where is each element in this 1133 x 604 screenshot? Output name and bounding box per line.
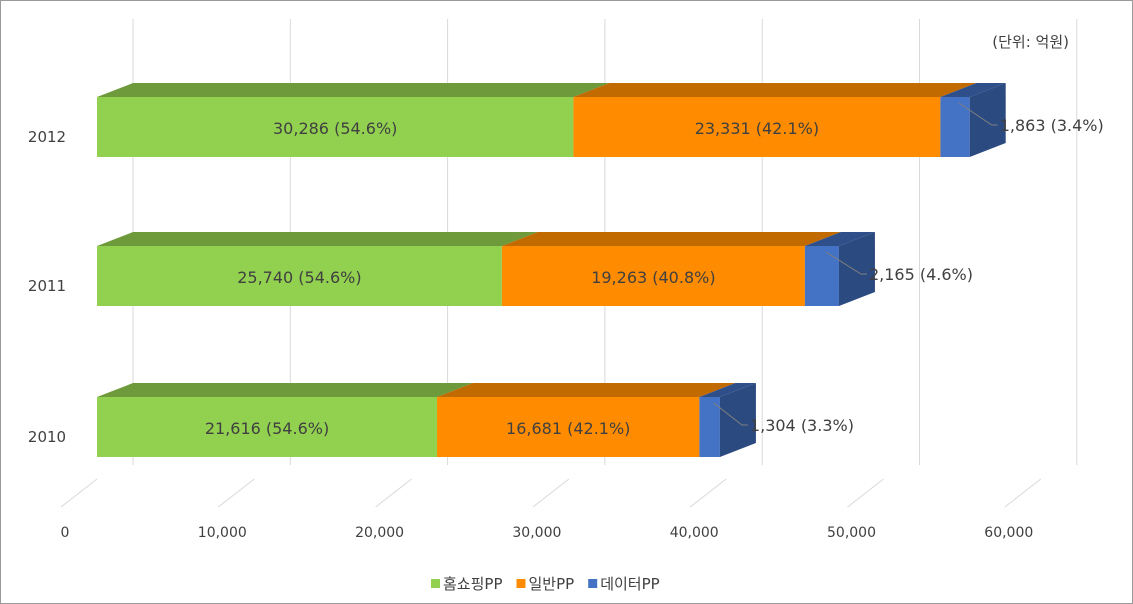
x-tick-label: 30,000 [512,525,561,541]
data-labels: 21,616 (54.6%) 16,681 (42.1%) 1,304 (3.3%)… [205,102,1104,438]
category-label: 2012 [28,128,66,146]
bar-segment [97,246,502,306]
category-labels: 2010 2011 2012 [28,128,66,446]
x-tick-label: 40,000 [670,525,719,541]
bar-segment [804,246,839,306]
x-tick-label: 50,000 [827,525,876,541]
bar-top-face [97,383,474,397]
grid-floor-line [689,478,727,508]
bar-segment [437,397,700,457]
bars [97,83,1006,457]
bar-top-face [501,232,841,246]
bar-segment [501,246,805,306]
category-label: 2010 [28,428,66,446]
bar-top-face [940,83,1006,97]
data-label: 25,740 (54.6%) [237,268,361,287]
grid-floor-line [1004,478,1042,508]
grid-floor-line [847,478,884,508]
bar-top-face [804,232,875,246]
bar-side-face [969,83,1006,157]
x-tick-label: 60,000 [984,525,1033,541]
category-label: 2011 [28,277,66,295]
legend-swatch [588,579,598,588]
bar-segment [940,97,970,157]
grid-floor-line [217,478,255,508]
grid-floor-line [60,478,98,508]
grid-floor-line [532,478,570,508]
bar-segment [699,397,720,457]
bar-segment [573,97,941,157]
leader-line [825,251,867,275]
legend-swatch [431,579,440,588]
leader-line [958,102,998,126]
bar-side-face [719,383,756,457]
bar-top-face [437,383,736,397]
leader-line [713,402,748,426]
data-label: 23,331 (42.1%) [695,119,819,138]
bar-top-face [97,83,610,97]
legend-label: 일반PP [529,575,575,593]
bar-side-face [838,232,875,306]
x-tick-label: 20,000 [355,525,404,541]
unit-note: (단위: 억원) [992,33,1069,51]
x-tick-labels: 0 10,000 20,000 30,000 40,000 50,000 60,000 [61,525,1034,541]
grid-floor-line [375,478,412,508]
x-tick-label: 0 [61,525,70,541]
bar-top-face [97,232,538,246]
legend-swatch [516,579,526,588]
bar-segment [97,397,438,457]
data-label: 19,263 (40.8%) [591,268,715,287]
bar-top-face [573,83,977,97]
data-label: 21,616 (54.6%) [205,419,329,438]
legend-label: 데이터PP [600,575,660,593]
legend-label: 홈쇼핑PP [443,575,503,593]
data-label: 1,863 (3.4%) [1000,116,1104,135]
data-label: 2,165 (4.6%) [869,265,973,284]
bar-top-face [699,383,756,397]
data-label: 16,681 (42.1%) [506,419,630,438]
bar-segment [97,97,574,157]
legend: 홈쇼핑PP 일반PP 데이터PP [431,575,660,593]
x-tick-label: 10,000 [198,525,247,541]
data-label: 30,286 (54.6%) [273,119,397,138]
data-label: 1,304 (3.3%) [750,416,854,435]
